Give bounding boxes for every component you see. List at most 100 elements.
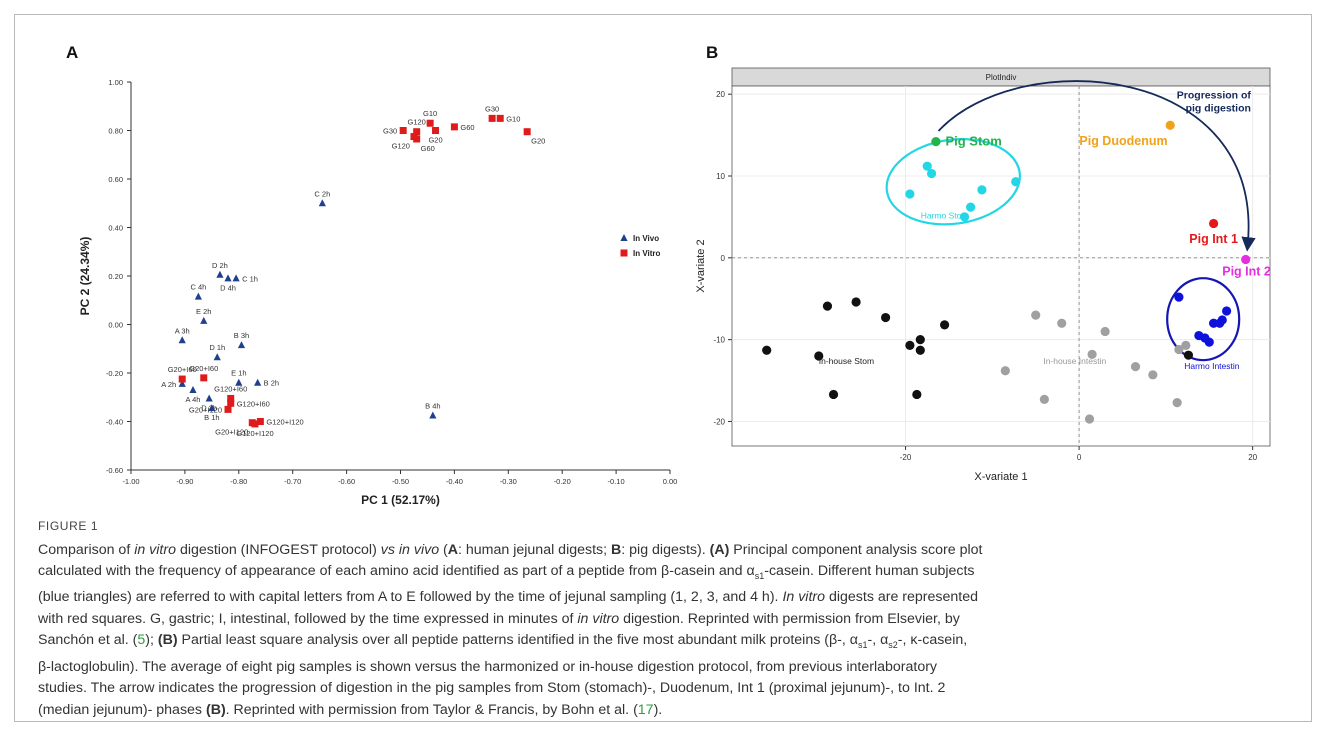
harmo-stom-point: [977, 185, 987, 195]
harmo-stom-point: [926, 168, 937, 179]
in-vivo-point: [178, 379, 186, 387]
caption-text-run: Comparison of: [38, 541, 135, 558]
x-tick-label: -1.00: [122, 477, 139, 486]
annotation-pig-duodenum: Pig Duodenum: [1079, 134, 1167, 148]
caption-label: FIGURE 1: [38, 519, 99, 533]
in-house-stom-point: [828, 389, 839, 400]
caption-bold-text: (B): [157, 632, 178, 649]
caption-italic-text: in vitro: [577, 610, 620, 627]
digestion-progression-arrow: [937, 80, 1256, 252]
caption-text-run: digestion (INFOGEST protocol): [176, 541, 381, 558]
caption-line: Sanchón et al. (5); (B) Partial least sq…: [38, 630, 1308, 656]
in-vitro-point: [432, 127, 440, 134]
caption-text-run: (: [439, 541, 448, 558]
y-tick-label: 0.40: [108, 224, 123, 233]
y-axis-title: PC 2 (24.34%): [78, 237, 92, 316]
reference-link[interactable]: 17: [637, 701, 654, 718]
pig-stom-point: [931, 137, 941, 147]
y-tick-label: 0.20: [108, 272, 123, 281]
in-house-stom-point: [851, 297, 861, 307]
legend-label: In Vivo: [633, 234, 659, 243]
y-tick-label: 20: [716, 90, 725, 99]
point-label: G20+I60: [168, 365, 197, 374]
in-vitro-point: [496, 114, 504, 122]
in-house-stom-point: [915, 335, 925, 345]
caption-line: (median jejunum)- phases (B). Reprinted …: [38, 700, 1308, 722]
pig-int-2-point: [1241, 254, 1251, 265]
harmo-intestin-point: [1222, 306, 1232, 316]
in-vivo-point: [254, 378, 262, 386]
in-house-intestin-point: [1148, 370, 1158, 380]
x-tick-label: -0.60: [338, 477, 355, 486]
y-tick-label: 0.00: [108, 321, 123, 330]
in-house-intestin-point: [1174, 344, 1184, 355]
annotation-in-house-intestin: In-house Intestin: [1043, 356, 1106, 366]
annotation-harmo-intestin: Harmo Intestin: [1184, 361, 1240, 371]
in-vitro-point: [426, 119, 434, 127]
in-house-stom-point: [939, 320, 950, 330]
point-label: C 1h: [242, 274, 258, 283]
caption-text-run: β-lactoglobulin). The average of eight p…: [38, 658, 938, 675]
point-label: G60: [421, 144, 435, 153]
point-label: G60: [460, 123, 474, 132]
harmo-intestin-point: [1215, 318, 1225, 328]
y-tick-label: 0: [721, 254, 726, 263]
caption-text-run: : human jejunal digests;: [458, 541, 612, 558]
caption-line: calculated with the frequency of appeara…: [38, 561, 1308, 587]
caption-subscript: s1: [857, 640, 868, 651]
caption-text-run: calculated with the frequency of appeara…: [38, 563, 755, 579]
y-tick-label: -0.60: [106, 466, 123, 475]
legend-marker-in-vivo: [620, 234, 628, 241]
caption-bold-text: (B): [205, 701, 226, 718]
in-vitro-point: [200, 374, 208, 382]
x-tick-label: -0.10: [608, 477, 625, 486]
in-house-intestin-point: [1039, 394, 1049, 404]
point-label: D 4h: [220, 283, 236, 292]
in-vivo-point: [178, 336, 186, 344]
x-tick-label: -0.30: [500, 477, 517, 486]
point-label: B 3h: [234, 331, 249, 340]
annotation-harmo-stom: Harmo Stom: [921, 210, 969, 220]
point-label: G10: [506, 114, 520, 123]
x-tick-label: -0.80: [230, 477, 247, 486]
in-vitro-point: [450, 123, 458, 131]
point-label: A 4h: [185, 395, 200, 404]
point-label: G30: [485, 104, 499, 113]
point-label: E 1h: [231, 369, 246, 378]
in-house-intestin-point: [1084, 414, 1095, 424]
harmo-intestin-point: [1174, 292, 1184, 302]
point-label: B 4h: [425, 401, 440, 410]
in-vitro-point: [251, 420, 259, 428]
caption-bold-text: B: [611, 541, 622, 558]
panel-a-label: A: [66, 43, 78, 62]
caption-line: Comparison of in vitro digestion (INFOGE…: [38, 540, 1308, 562]
chart-b-pls-plot: PlotIndiv -20 0 20 20 10 0 -10 -20 X-variate 1 X-v…: [695, 67, 1271, 483]
harmo-stom-point: [959, 212, 970, 222]
caption-italic-text: In vitro: [782, 589, 826, 606]
caption-text-run: with red squares. G, gastric; I, intesti…: [38, 610, 578, 627]
reference-link[interactable]: 5: [137, 632, 146, 649]
point-label: G120+I60: [214, 384, 247, 393]
annotation-pig-digestion: pig digestion: [1186, 102, 1251, 114]
annotation-progression-of: Progression of: [1177, 89, 1252, 101]
figure-panels: A B 1.00 0.80 0.60 0.40 0.20 0.00 -0.20 -0.40 -0…: [66, 43, 1271, 507]
in-vitro-point: [227, 394, 235, 402]
y-tick-label: -20: [713, 417, 725, 426]
annotation-in-house-stom: In-house Stom: [819, 356, 874, 366]
legend-label: In Vitro: [633, 249, 661, 258]
y-tick-label: 0.80: [108, 127, 123, 136]
y-tick-label: 1.00: [108, 78, 123, 87]
point-label: B 1h: [204, 413, 219, 422]
in-vivo-point: [189, 385, 197, 393]
point-label: G120+I60: [237, 399, 270, 408]
in-vivo-point: [237, 341, 246, 349]
in-vivo-point: [194, 292, 202, 300]
in-house-stom-point: [915, 345, 925, 355]
caption-text-run: -, κ-casein,: [897, 632, 968, 649]
point-label: D 1h: [209, 343, 225, 352]
y-tick-label: 0.60: [108, 175, 123, 184]
caption-subscript: s2: [888, 640, 898, 651]
pig-duodenum-point: [1165, 120, 1175, 130]
in-vivo-point: [213, 353, 221, 361]
caption-text-run: );: [145, 632, 158, 649]
